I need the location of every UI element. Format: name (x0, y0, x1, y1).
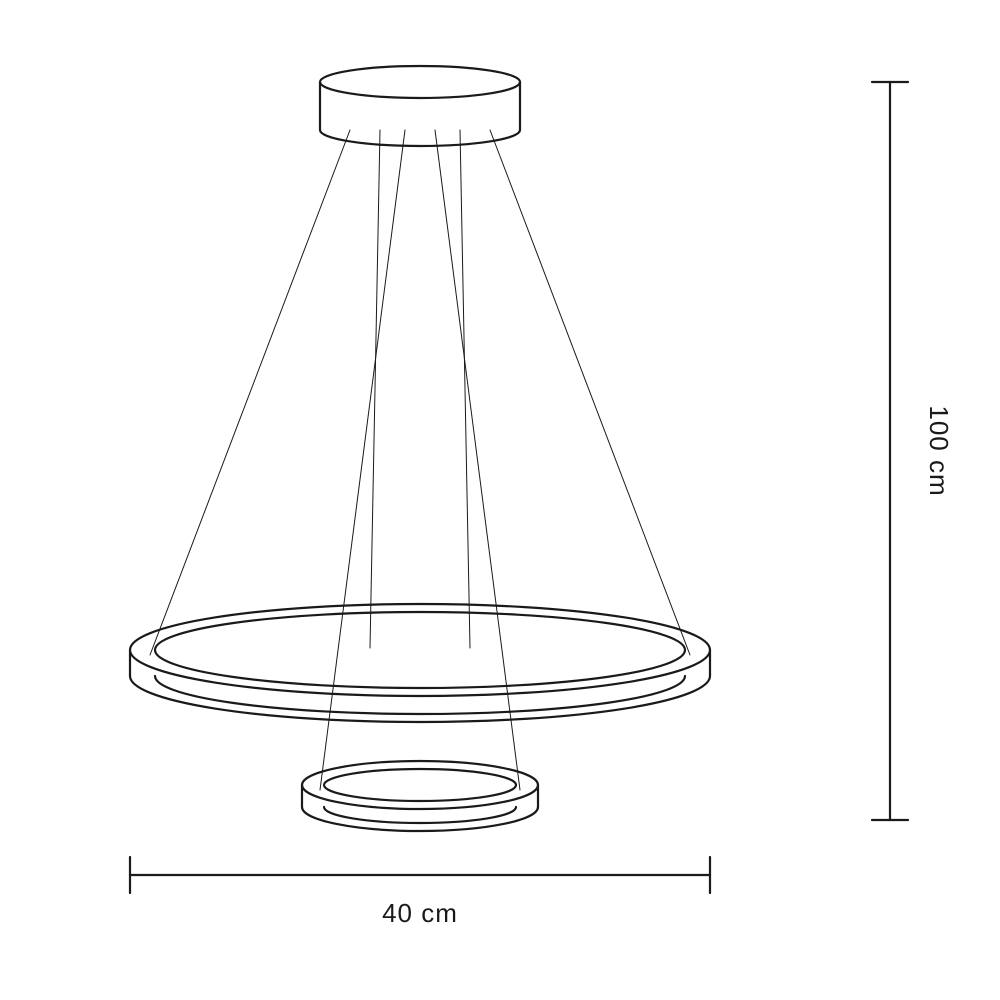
height-label: 100 cm (924, 405, 954, 496)
ring-large (130, 604, 710, 722)
suspension-wires (150, 130, 690, 790)
width-label: 40 cm (382, 898, 458, 928)
ceiling-canopy (320, 66, 520, 146)
dimension-width: 40 cm (130, 857, 710, 928)
dimension-height: 100 cm (872, 82, 954, 820)
ring-small (302, 761, 538, 831)
pendant-lamp-diagram: 100 cm 40 cm (0, 0, 1000, 1000)
